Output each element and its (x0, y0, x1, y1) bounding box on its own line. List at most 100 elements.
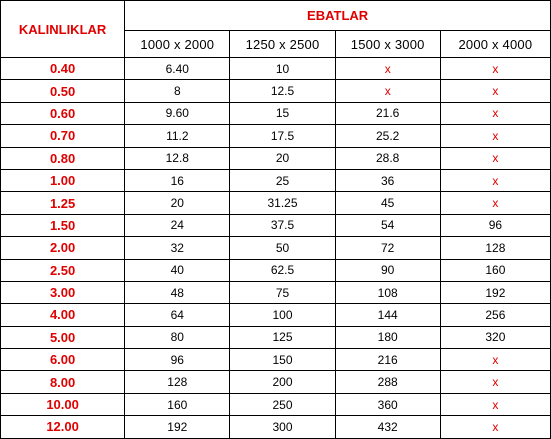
weight-cell: 96 (124, 348, 231, 372)
weight-cell: 250 (229, 392, 336, 417)
thickness-cell: 5.00 (0, 325, 126, 350)
weight-cell: 192 (124, 415, 231, 439)
weight-cell: 20 (229, 146, 336, 170)
size-column-header: 1000 x 2000 (124, 30, 231, 58)
not-available-cell: x (439, 124, 551, 148)
table-row: 0.40 6.40 10 x x (0, 56, 551, 81)
table-row: 6.00 96 150 216 x (0, 348, 551, 372)
weight-cell: 21.6 (334, 101, 441, 126)
thickness-cell: 1.25 (0, 191, 126, 215)
weight-cell: 144 (334, 303, 441, 327)
weight-cell: 96 (439, 213, 551, 238)
weight-cell: 36 (334, 168, 441, 193)
thickness-cell: 0.70 (0, 124, 126, 148)
not-available-cell: x (439, 348, 551, 372)
not-available-cell: x (439, 79, 551, 103)
weight-cell: 192 (439, 280, 551, 305)
table-row: 0.50 8 12.5 x x (0, 79, 551, 103)
table-body: 0.40 6.40 10 x x 0.50 8 12.5 x x 0.60 9.60 15 21.6 x 0.… (0, 56, 551, 439)
table-row: 1.00 16 25 36 x (0, 168, 551, 193)
table-row: 8.00 128 200 288 x (0, 370, 551, 394)
weight-cell: 31.25 (229, 191, 336, 215)
not-available-cell: x (439, 392, 551, 417)
weight-cell: 160 (439, 258, 551, 282)
table-row: 1.50 24 37.5 54 96 (0, 213, 551, 238)
thickness-cell: 0.50 (0, 79, 126, 103)
header-row-main: KALINLIKLAR EBATLAR (0, 0, 551, 58)
weight-cell: 128 (124, 370, 231, 394)
not-available-cell: x (439, 56, 551, 81)
thickness-cell: 0.40 (0, 56, 126, 81)
table-row: 10.00 160 250 360 x (0, 392, 551, 417)
not-available-cell: x (439, 415, 551, 439)
not-available-cell: x (439, 101, 551, 126)
weight-cell: 62.5 (229, 258, 336, 282)
weight-cell: 28.8 (334, 146, 441, 170)
table-row: 3.00 48 75 108 192 (0, 280, 551, 305)
weight-cell: 72 (334, 236, 441, 260)
table-row: 5.00 80 125 180 320 (0, 325, 551, 350)
weight-cell: 300 (229, 415, 336, 439)
weight-cell: 54 (334, 213, 441, 238)
weight-cell: 288 (334, 370, 441, 394)
weight-cell: 11.2 (124, 124, 231, 148)
table-row: 12.00 192 300 432 x (0, 415, 551, 439)
size-column-header: 2000 x 4000 (439, 30, 551, 58)
thickness-cell: 6.00 (0, 348, 126, 372)
weight-cell: 50 (229, 236, 336, 260)
sizes-header: EBATLAR (124, 0, 551, 31)
not-available-cell: x (334, 79, 441, 103)
weight-cell: 320 (439, 325, 551, 350)
weight-cell: 360 (334, 392, 441, 417)
table-row: 0.60 9.60 15 21.6 x (0, 101, 551, 126)
weight-cell: 16 (124, 168, 231, 193)
not-available-cell: x (439, 191, 551, 215)
weight-cell: 80 (124, 325, 231, 350)
table-row: 1.25 20 31.25 45 x (0, 191, 551, 215)
weight-cell: 25.2 (334, 124, 441, 148)
weight-cell: 32 (124, 236, 231, 260)
weight-cell: 10 (229, 56, 336, 81)
not-available-cell: x (439, 370, 551, 394)
weight-cell: 45 (334, 191, 441, 215)
table-row: 2.50 40 62.5 90 160 (0, 258, 551, 282)
weight-cell: 25 (229, 168, 336, 193)
weight-cell: 150 (229, 348, 336, 372)
weight-cell: 108 (334, 280, 441, 305)
thickness-cell: 0.80 (0, 146, 126, 170)
table-row: 0.70 11.2 17.5 25.2 x (0, 124, 551, 148)
weight-cell: 90 (334, 258, 441, 282)
weight-cell: 12.5 (229, 79, 336, 103)
table-row: 0.80 12.8 20 28.8 x (0, 146, 551, 170)
weight-cell: 8 (124, 79, 231, 103)
thickness-cell: 10.00 (0, 392, 126, 417)
size-column-header: 1250 x 2500 (229, 30, 336, 58)
weight-cell: 128 (439, 236, 551, 260)
table-row: 4.00 64 100 144 256 (0, 303, 551, 327)
weight-cell: 432 (334, 415, 441, 439)
weight-cell: 180 (334, 325, 441, 350)
weight-cell: 100 (229, 303, 336, 327)
weight-cell: 37.5 (229, 213, 336, 238)
thickness-cell: 12.00 (0, 415, 126, 439)
weight-cell: 17.5 (229, 124, 336, 148)
weight-cell: 256 (439, 303, 551, 327)
weight-cell: 40 (124, 258, 231, 282)
thickness-cell: 4.00 (0, 303, 126, 327)
size-column-header: 1500 x 3000 (334, 30, 441, 58)
weight-cell: 20 (124, 191, 231, 215)
not-available-cell: x (439, 168, 551, 193)
thickness-cell: 1.50 (0, 213, 126, 238)
weight-cell: 160 (124, 392, 231, 417)
weight-cell: 6.40 (124, 56, 231, 81)
thickness-cell: 8.00 (0, 370, 126, 394)
weight-cell: 15 (229, 101, 336, 126)
thickness-header: KALINLIKLAR (0, 0, 126, 58)
weight-cell: 48 (124, 280, 231, 305)
thickness-cell: 1.00 (0, 168, 126, 193)
weight-cell: 200 (229, 370, 336, 394)
weight-cell: 24 (124, 213, 231, 238)
weight-cell: 12.8 (124, 146, 231, 170)
weight-cell: 216 (334, 348, 441, 372)
